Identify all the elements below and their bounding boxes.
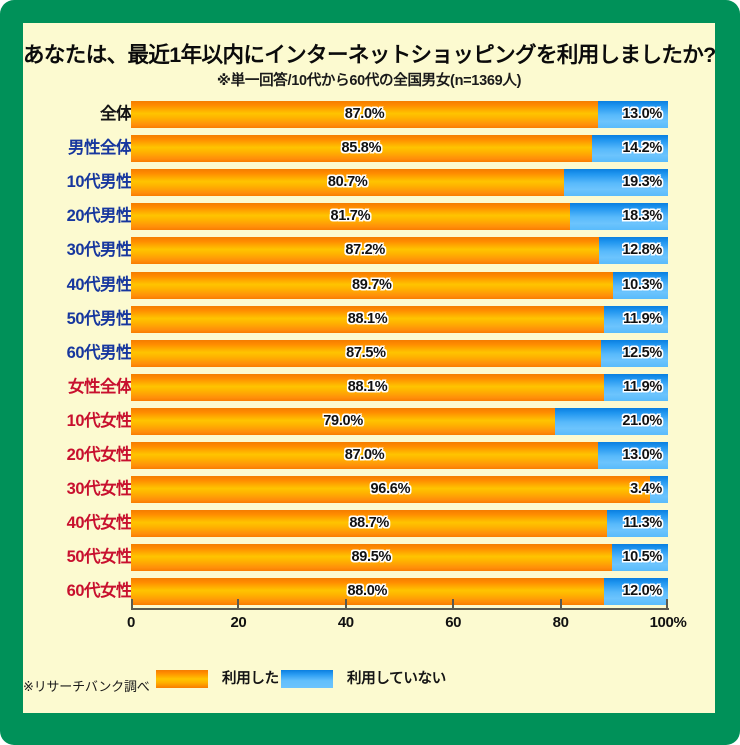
x-axis-line [131,608,669,611]
bar-segment-used [131,305,605,333]
bar-segment-not-used [591,135,668,163]
bar-segment-not-used [600,339,668,367]
bar-segment-not-used [598,101,668,128]
bar-segment-used [131,442,599,469]
chart-row: 30代男性 87.2% 12.8% [23,237,715,265]
bar-segment-not-used [612,271,668,299]
row-label-14: 50代女性 [66,548,133,567]
bar-segment-not-used [611,544,668,572]
x-axis-tick-label: 100% [649,614,687,632]
bar-segment-used [131,544,612,572]
x-axis-tick [237,599,240,609]
page-subtitle: ※単一回答/10代から60代の全国男女(n=1369人) [216,73,522,89]
x-axis-tick [344,599,347,609]
row-label-7: 50代男性 [66,309,133,328]
bar-segment-not-used [607,510,668,538]
bar-segment-used [131,373,605,401]
stacked-bar: 88.1% 11.9% [131,305,668,333]
legend-swatch-2 [281,670,333,688]
bar-segment-not-used [604,305,668,333]
chart-row: 女性全体 88.1% 11.9% [23,373,715,401]
stacked-bar: 81.7% 18.3% [131,203,668,231]
stacked-bar: 89.7% 10.3% [131,271,668,299]
stacked-bar: 85.8% 14.2% [131,135,668,163]
bar-segment-used [131,135,592,163]
chart-panel: あなたは、最近1年以内にインターネットショッピングを利用しましたか? ※単一回答… [23,23,715,713]
x-axis-tick-label: 20 [230,614,247,632]
bar-segment-used [131,510,608,538]
x-axis-tick-label: 0 [127,614,135,632]
chart-row: 10代女性 79.0% 21.0% [23,407,715,435]
bar-segment-used [131,476,650,504]
bar-segment-used [131,237,600,265]
bar-chart-plot: 全体 87.0% 13.0% 男性全体 85.8% 14.2% 10代男性 80.7% 19.3… [23,96,715,641]
bar-segment-used [131,339,601,367]
stacked-bar: 89.5% 10.5% [131,544,668,572]
bar-segment-not-used [555,407,668,435]
bar-segment-not-used [599,237,668,265]
bar-segment-used [131,578,604,606]
stacked-bar: 87.0% 13.0% [131,442,668,469]
bar-segment-used [131,203,570,231]
row-label-8: 60代男性 [66,343,133,362]
row-label-3: 10代男性 [66,173,133,192]
x-axis-tick-label: 40 [337,614,354,632]
chart-row: 30代女性 96.6% 3.4% [23,476,715,504]
row-label-11: 20代女性 [66,446,133,464]
row-label-5: 30代男性 [66,241,133,260]
bar-segment-not-used [569,203,668,231]
bar-segment-not-used [598,442,668,469]
x-axis-tick [666,599,668,609]
x-axis-tick [452,599,455,609]
x-axis-tick [559,599,562,609]
chart-row: 60代男性 87.5% 12.5% [23,339,715,367]
bar-segment-not-used [564,169,668,197]
stacked-bar: 87.5% 12.5% [131,339,668,367]
chart-row: 男性全体 85.8% 14.2% [23,135,715,163]
page-title: あなたは、最近1年以内にインターネットショッピングを利用しましたか? [23,43,715,67]
row-label-15: 60代女性 [66,582,133,601]
row-label-1: 全体 [100,105,133,123]
bar-segment-used [131,407,556,435]
chart-row: 50代男性 88.1% 11.9% [23,305,715,333]
chart-row: 40代男性 89.7% 10.3% [23,271,715,299]
x-axis-tick-label: 60 [445,614,462,632]
stacked-bar: 88.1% 11.9% [131,373,668,401]
chart-row: 20代女性 87.0% 13.0% [23,442,715,469]
source-note: ※リサーチバンク調べ [23,679,150,694]
chart-row: 全体 87.0% 13.0% [23,101,715,128]
chart-row: 40代女性 88.7% 11.3% [23,510,715,538]
stacked-bar: 88.7% 11.3% [131,510,668,538]
bar-segment-not-used [604,373,668,401]
stacked-bar: 87.2% 12.8% [131,237,668,265]
x-axis-tick [131,599,133,609]
legend-label-1: 利用した [222,671,279,687]
chart-row: 20代男性 81.7% 18.3% [23,203,715,231]
bar-segment-used [131,271,613,299]
row-label-4: 20代男性 [66,207,133,226]
row-label-6: 40代男性 [66,275,133,294]
x-axis-tick-label: 80 [552,614,569,632]
stacked-bar: 80.7% 19.3% [131,169,668,197]
legend-label-2: 利用していない [347,671,446,687]
row-label-12: 30代女性 [66,480,133,499]
stacked-bar: 96.6% 3.4% [131,476,668,504]
row-label-13: 40代女性 [66,514,133,533]
bar-segment-not-used [649,476,668,504]
stacked-bar: 87.0% 13.0% [131,101,668,128]
legend-swatch-1 [156,670,208,688]
row-label-2: 男性全体 [68,139,133,158]
stacked-bar: 79.0% 21.0% [131,407,668,435]
bar-segment-used [131,101,599,128]
row-label-10: 10代女性 [66,411,133,430]
chart-row: 10代男性 80.7% 19.3% [23,169,715,197]
chart-row: 50代女性 89.5% 10.5% [23,544,715,572]
chart-row: 60代女性 88.0% 12.0% [23,578,715,606]
stacked-bar: 88.0% 12.0% [131,578,668,606]
row-label-9: 女性全体 [68,377,133,396]
bar-segment-not-used [603,578,668,606]
bar-segment-used [131,169,565,197]
